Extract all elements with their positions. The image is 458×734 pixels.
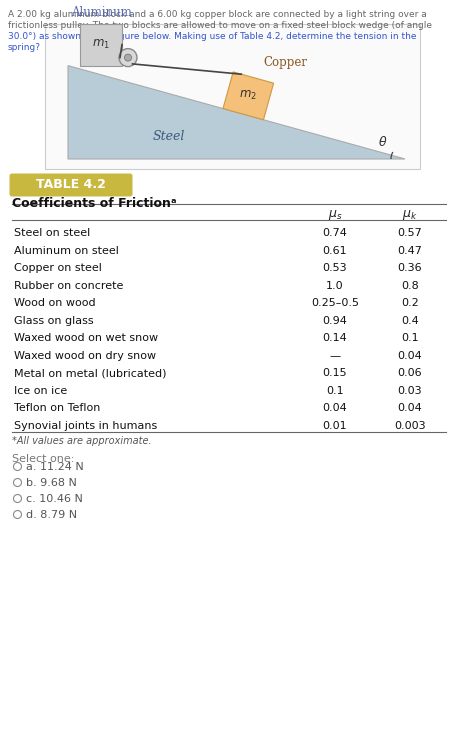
- Text: 0.57: 0.57: [398, 228, 422, 238]
- Circle shape: [125, 54, 131, 61]
- Text: TABLE 4.2: TABLE 4.2: [36, 178, 106, 192]
- Text: Glass on glass: Glass on glass: [14, 316, 93, 326]
- Text: Waxed wood on wet snow: Waxed wood on wet snow: [14, 333, 158, 343]
- Text: Copper: Copper: [264, 57, 308, 69]
- Text: 1.0: 1.0: [326, 280, 344, 291]
- Text: —: —: [329, 351, 341, 360]
- Text: 0.47: 0.47: [398, 246, 422, 255]
- Text: frictionless pulley. The two blocks are allowed to move on a fixed steel block w: frictionless pulley. The two blocks are …: [8, 21, 432, 30]
- Text: 0.04: 0.04: [398, 351, 422, 360]
- Circle shape: [13, 511, 22, 518]
- Text: A 2.00 kg aluminum block and a 6.00 kg copper block are connected by a light str: A 2.00 kg aluminum block and a 6.00 kg c…: [8, 10, 427, 19]
- Text: 0.1: 0.1: [401, 333, 419, 343]
- Text: Aluminum: Aluminum: [71, 6, 131, 18]
- Circle shape: [13, 462, 22, 470]
- Text: Wood on wood: Wood on wood: [14, 298, 96, 308]
- Text: 0.94: 0.94: [322, 316, 348, 326]
- Text: 0.25–0.5: 0.25–0.5: [311, 298, 359, 308]
- Text: Copper on steel: Copper on steel: [14, 263, 102, 273]
- Circle shape: [119, 48, 137, 67]
- Text: 0.74: 0.74: [322, 228, 348, 238]
- Text: $\mu_k$: $\mu_k$: [402, 208, 418, 222]
- Text: 0.4: 0.4: [401, 316, 419, 326]
- Text: 0.03: 0.03: [398, 385, 422, 396]
- Text: 0.53: 0.53: [323, 263, 347, 273]
- Text: 0.8: 0.8: [401, 280, 419, 291]
- Text: d. 8.79 N: d. 8.79 N: [26, 509, 77, 520]
- Text: $m_2$: $m_2$: [240, 90, 257, 103]
- Text: 0.04: 0.04: [398, 403, 422, 413]
- Text: Waxed wood on dry snow: Waxed wood on dry snow: [14, 351, 156, 360]
- Text: 0.01: 0.01: [323, 421, 347, 431]
- Text: a. 11.24 N: a. 11.24 N: [26, 462, 84, 471]
- Text: 0.003: 0.003: [394, 421, 426, 431]
- Text: c. 10.46 N: c. 10.46 N: [26, 493, 83, 504]
- Text: Coefficients of Frictionᵃ: Coefficients of Frictionᵃ: [12, 197, 177, 210]
- Text: Ice on ice: Ice on ice: [14, 385, 67, 396]
- Text: 0.2: 0.2: [401, 298, 419, 308]
- Text: 0.15: 0.15: [323, 368, 347, 378]
- Text: $\mu_s$: $\mu_s$: [328, 208, 342, 222]
- Text: spring?: spring?: [8, 43, 41, 52]
- Text: Rubber on concrete: Rubber on concrete: [14, 280, 123, 291]
- Text: Teflon on Teflon: Teflon on Teflon: [14, 403, 100, 413]
- FancyBboxPatch shape: [10, 173, 132, 197]
- Text: Select one:: Select one:: [12, 454, 74, 464]
- Bar: [45, 24, 420, 169]
- Text: Aluminum on steel: Aluminum on steel: [14, 246, 119, 255]
- Text: Metal on metal (lubricated): Metal on metal (lubricated): [14, 368, 167, 378]
- Polygon shape: [68, 65, 405, 159]
- Circle shape: [13, 495, 22, 503]
- Polygon shape: [223, 72, 273, 120]
- Text: 0.14: 0.14: [322, 333, 347, 343]
- Circle shape: [13, 479, 22, 487]
- Text: b. 9.68 N: b. 9.68 N: [26, 478, 77, 487]
- Text: *All values are approximate.: *All values are approximate.: [12, 436, 152, 446]
- Text: 0.36: 0.36: [398, 263, 422, 273]
- Text: $m_1$: $m_1$: [92, 38, 110, 51]
- Text: Synovial joints in humans: Synovial joints in humans: [14, 421, 157, 431]
- Text: 0.61: 0.61: [323, 246, 347, 255]
- Text: 0.1: 0.1: [326, 385, 344, 396]
- Text: 30.0°) as shown in the figure below. Making use of Table 4.2, determine the tens: 30.0°) as shown in the figure below. Mak…: [8, 32, 416, 41]
- Bar: [80, 23, 122, 65]
- Text: $\theta$: $\theta$: [378, 135, 388, 149]
- Text: 0.06: 0.06: [398, 368, 422, 378]
- Text: 0.04: 0.04: [322, 403, 347, 413]
- Text: Steel on steel: Steel on steel: [14, 228, 90, 238]
- Text: Steel: Steel: [153, 131, 185, 144]
